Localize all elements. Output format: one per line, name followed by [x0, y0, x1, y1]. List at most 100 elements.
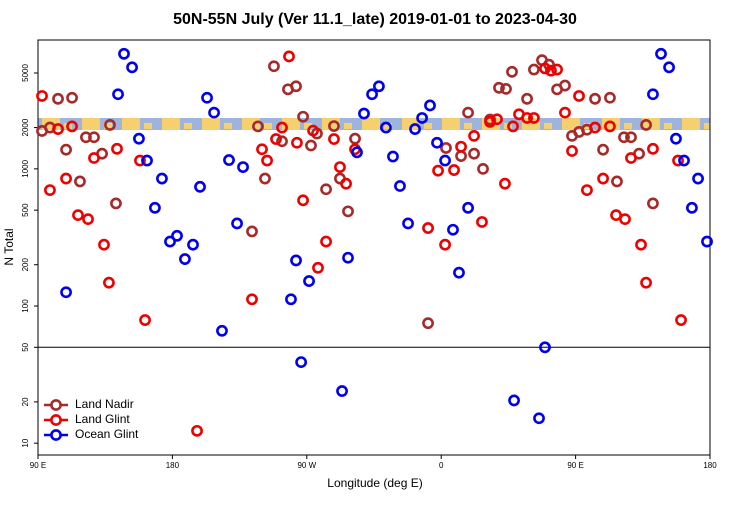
point	[342, 251, 354, 264]
point	[611, 175, 623, 188]
point	[328, 120, 340, 133]
point	[500, 82, 512, 95]
point	[663, 61, 675, 74]
point	[312, 261, 324, 274]
point	[126, 61, 138, 74]
point	[422, 222, 434, 234]
point	[409, 123, 421, 135]
point	[285, 293, 297, 306]
point	[506, 65, 518, 78]
point	[328, 133, 340, 145]
point	[539, 341, 551, 354]
point	[216, 324, 228, 337]
x-tick-label: 180	[166, 461, 180, 470]
point	[246, 293, 258, 306]
point	[305, 139, 317, 152]
point	[604, 91, 616, 104]
point	[349, 132, 361, 145]
point	[201, 91, 213, 104]
point	[545, 64, 557, 77]
point	[104, 119, 116, 131]
point	[539, 62, 551, 75]
point	[447, 223, 459, 236]
point	[521, 112, 533, 124]
legend-marker	[50, 429, 62, 441]
point	[252, 120, 264, 133]
point	[424, 99, 436, 112]
point	[551, 63, 563, 76]
point	[270, 133, 282, 145]
point	[297, 110, 309, 123]
point	[291, 136, 303, 149]
point	[604, 120, 616, 133]
x-tick-label: 0	[439, 461, 444, 470]
point	[36, 90, 48, 102]
x-tick-label: 90 W	[297, 461, 316, 470]
y-axis-label: N Total	[2, 228, 16, 265]
point	[139, 314, 151, 326]
plot-frame	[37, 39, 711, 456]
point	[261, 154, 273, 167]
point	[422, 317, 434, 330]
legend-marker	[50, 414, 62, 426]
point	[351, 146, 363, 159]
point	[453, 266, 465, 279]
legend-label: Land Nadir	[75, 397, 134, 411]
y-tick-label: 2000	[21, 118, 30, 136]
point	[701, 235, 713, 248]
point	[610, 209, 622, 222]
legend-label: Ocean Glint	[75, 427, 139, 441]
point	[581, 184, 593, 197]
point	[394, 180, 406, 192]
point	[118, 47, 130, 60]
point	[44, 184, 56, 197]
point	[290, 80, 302, 93]
x-tick-label: 90 E	[30, 461, 46, 470]
point	[455, 140, 467, 153]
point	[194, 180, 206, 193]
point	[111, 142, 123, 155]
point	[223, 154, 235, 166]
y-tick-label: 1000	[21, 159, 30, 177]
point	[98, 238, 110, 251]
point	[74, 175, 86, 188]
point	[619, 213, 631, 226]
point	[187, 238, 199, 251]
point	[334, 161, 346, 174]
point	[589, 92, 601, 105]
point	[493, 81, 505, 94]
point	[468, 147, 480, 160]
point	[499, 177, 511, 190]
point	[297, 194, 309, 207]
chart-title: 50N-55N July (Ver 11.1_late) 2019-01-01 …	[173, 11, 577, 28]
point	[290, 254, 302, 267]
point	[133, 132, 145, 145]
point	[52, 92, 64, 105]
point	[268, 60, 280, 73]
point	[640, 276, 652, 289]
point	[468, 129, 480, 142]
point	[625, 131, 637, 144]
point	[60, 286, 72, 299]
y-tick-label: 500	[21, 203, 30, 217]
point	[164, 235, 176, 248]
point	[647, 197, 659, 210]
point	[179, 253, 191, 265]
point	[66, 120, 78, 133]
point	[566, 145, 578, 157]
y-tick-label: 200	[21, 258, 30, 272]
point	[476, 216, 488, 228]
point	[112, 88, 124, 101]
point	[508, 394, 520, 407]
point	[675, 314, 687, 326]
point	[276, 121, 288, 134]
point	[448, 164, 460, 176]
point	[340, 177, 352, 190]
point	[455, 150, 467, 162]
point	[618, 131, 630, 144]
point	[462, 106, 474, 119]
point	[491, 113, 503, 126]
point	[149, 201, 161, 214]
point	[477, 162, 489, 175]
y-tick-label: 50	[21, 342, 30, 351]
